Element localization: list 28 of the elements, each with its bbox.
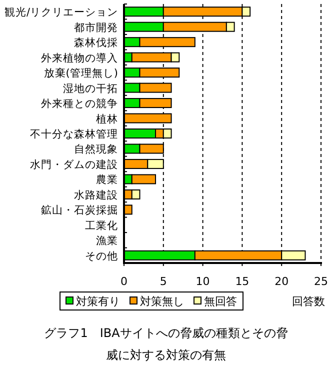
- x-axis-title: 回答数: [292, 295, 325, 308]
- y-tick-label: 水門・ダムの建設: [30, 158, 118, 171]
- y-tick-label: その他: [85, 250, 118, 262]
- legend-label: 無回答: [204, 295, 237, 308]
- x-tick-label: 10: [196, 275, 210, 288]
- y-tick-label: 不十分な森林管理: [30, 128, 118, 140]
- y-tick-label: 放棄(管理無し): [44, 66, 118, 80]
- y-tick-label: 外来種との競争: [41, 97, 118, 110]
- y-tick-label: 外来植物の導入: [41, 51, 118, 64]
- x-tick-label: 5: [160, 275, 167, 288]
- x-tick-label: 25: [314, 275, 328, 288]
- text: グラフ1 IBAサイトへの脅威の種類とその脅威に対する対策の有無: [43, 325, 289, 364]
- y-tick-label: 観光/リクリエーション: [4, 6, 118, 19]
- y-tick-label: 森林伐採: [74, 36, 118, 50]
- y-tick-label: 工業化: [85, 220, 118, 232]
- y-tick-label: 植林: [96, 112, 118, 126]
- y-tick-label: 湿地の干拓: [63, 82, 118, 95]
- y-tick-label: 自然現象: [74, 144, 118, 156]
- y-tick-label: 水路建設: [74, 188, 118, 202]
- y-tick-label: 農業: [96, 173, 118, 186]
- y-tick-label: 鉱山・石炭採掘: [41, 204, 118, 217]
- x-tick-label: 0: [120, 275, 128, 288]
- y-tick-label: 都市開発: [74, 20, 118, 34]
- x-tick-label: 15: [235, 275, 250, 288]
- y-tick-label: 漁業: [96, 235, 118, 248]
- legend-label: 対策無し: [140, 295, 184, 308]
- x-tick-label: 20: [274, 275, 289, 288]
- legend-label: 対策有り: [76, 295, 120, 308]
